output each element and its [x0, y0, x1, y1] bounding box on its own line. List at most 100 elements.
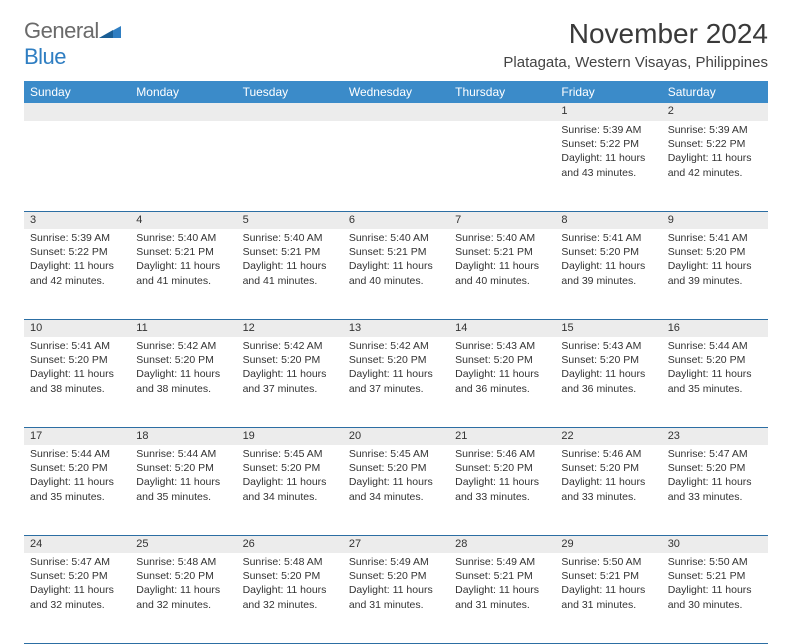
day-cell-body: Sunrise: 5:45 AMSunset: 5:20 PMDaylight:…: [343, 445, 449, 508]
day-header-row: Sunday Monday Tuesday Wednesday Thursday…: [24, 81, 768, 103]
sunset-text: Sunset: 5:20 PM: [136, 353, 230, 367]
daynum-row: 17181920212223: [24, 427, 768, 445]
daylight-text: Daylight: 11 hours and 39 minutes.: [561, 259, 655, 287]
week-row: Sunrise: 5:47 AMSunset: 5:20 PMDaylight:…: [24, 553, 768, 643]
sunrise-text: Sunrise: 5:40 AM: [243, 231, 337, 245]
day-cell-body: Sunrise: 5:44 AMSunset: 5:20 PMDaylight:…: [130, 445, 236, 508]
day-cell-body: [130, 121, 236, 127]
sunset-text: Sunset: 5:20 PM: [30, 569, 124, 583]
logo-triangle-icon: [99, 18, 121, 44]
daylight-text: Daylight: 11 hours and 32 minutes.: [30, 583, 124, 611]
sunset-text: Sunset: 5:20 PM: [668, 353, 762, 367]
brand-name-b: Blue: [24, 44, 66, 69]
day-cell-body: Sunrise: 5:41 AMSunset: 5:20 PMDaylight:…: [24, 337, 130, 400]
day-cell: Sunrise: 5:41 AMSunset: 5:20 PMDaylight:…: [24, 337, 130, 427]
sunset-text: Sunset: 5:20 PM: [561, 245, 655, 259]
sunset-text: Sunset: 5:21 PM: [668, 569, 762, 583]
daynum-row: 3456789: [24, 211, 768, 229]
month-title: November 2024: [503, 18, 768, 50]
day-number: [237, 103, 343, 121]
sunrise-text: Sunrise: 5:40 AM: [455, 231, 549, 245]
day-cell: Sunrise: 5:49 AMSunset: 5:21 PMDaylight:…: [449, 553, 555, 643]
sunrise-text: Sunrise: 5:43 AM: [561, 339, 655, 353]
day-cell-body: Sunrise: 5:41 AMSunset: 5:20 PMDaylight:…: [555, 229, 661, 292]
day-cell-body: Sunrise: 5:39 AMSunset: 5:22 PMDaylight:…: [662, 121, 768, 184]
daylight-text: Daylight: 11 hours and 43 minutes.: [561, 151, 655, 179]
sunrise-text: Sunrise: 5:48 AM: [136, 555, 230, 569]
day-cell-body: Sunrise: 5:46 AMSunset: 5:20 PMDaylight:…: [449, 445, 555, 508]
day-number: 21: [449, 427, 555, 445]
day-cell: Sunrise: 5:39 AMSunset: 5:22 PMDaylight:…: [24, 229, 130, 319]
day-cell: [343, 121, 449, 211]
day-number: [343, 103, 449, 121]
sunset-text: Sunset: 5:22 PM: [668, 137, 762, 151]
sunrise-text: Sunrise: 5:42 AM: [349, 339, 443, 353]
day-cell-body: Sunrise: 5:50 AMSunset: 5:21 PMDaylight:…: [662, 553, 768, 616]
day-number: 23: [662, 427, 768, 445]
day-number: 17: [24, 427, 130, 445]
day-cell: Sunrise: 5:46 AMSunset: 5:20 PMDaylight:…: [449, 445, 555, 535]
sunset-text: Sunset: 5:20 PM: [136, 461, 230, 475]
day-cell-body: Sunrise: 5:47 AMSunset: 5:20 PMDaylight:…: [662, 445, 768, 508]
day-cell: Sunrise: 5:42 AMSunset: 5:20 PMDaylight:…: [237, 337, 343, 427]
day-number: 2: [662, 103, 768, 121]
sunset-text: Sunset: 5:20 PM: [30, 461, 124, 475]
sunrise-text: Sunrise: 5:39 AM: [561, 123, 655, 137]
daylight-text: Daylight: 11 hours and 36 minutes.: [561, 367, 655, 395]
daylight-text: Daylight: 11 hours and 37 minutes.: [243, 367, 337, 395]
day-cell: Sunrise: 5:39 AMSunset: 5:22 PMDaylight:…: [662, 121, 768, 211]
daylight-text: Daylight: 11 hours and 38 minutes.: [30, 367, 124, 395]
day-cell: Sunrise: 5:47 AMSunset: 5:20 PMDaylight:…: [24, 553, 130, 643]
day-cell-body: Sunrise: 5:42 AMSunset: 5:20 PMDaylight:…: [343, 337, 449, 400]
day-cell-body: [237, 121, 343, 127]
day-cell-body: Sunrise: 5:47 AMSunset: 5:20 PMDaylight:…: [24, 553, 130, 616]
day-number: 6: [343, 211, 449, 229]
day-cell-body: Sunrise: 5:43 AMSunset: 5:20 PMDaylight:…: [555, 337, 661, 400]
daylight-text: Daylight: 11 hours and 34 minutes.: [243, 475, 337, 503]
sunrise-text: Sunrise: 5:42 AM: [243, 339, 337, 353]
daylight-text: Daylight: 11 hours and 35 minutes.: [668, 367, 762, 395]
day-cell-body: Sunrise: 5:43 AMSunset: 5:20 PMDaylight:…: [449, 337, 555, 400]
day-cell-body: Sunrise: 5:42 AMSunset: 5:20 PMDaylight:…: [130, 337, 236, 400]
sunset-text: Sunset: 5:21 PM: [136, 245, 230, 259]
sunrise-text: Sunrise: 5:42 AM: [136, 339, 230, 353]
day-number: 24: [24, 535, 130, 553]
daylight-text: Daylight: 11 hours and 41 minutes.: [136, 259, 230, 287]
day-cell-body: Sunrise: 5:48 AMSunset: 5:20 PMDaylight:…: [130, 553, 236, 616]
sunset-text: Sunset: 5:20 PM: [349, 353, 443, 367]
day-cell-body: Sunrise: 5:40 AMSunset: 5:21 PMDaylight:…: [449, 229, 555, 292]
day-cell: Sunrise: 5:48 AMSunset: 5:20 PMDaylight:…: [237, 553, 343, 643]
day-number: 15: [555, 319, 661, 337]
day-cell: Sunrise: 5:40 AMSunset: 5:21 PMDaylight:…: [449, 229, 555, 319]
header-row: GeneralBlue November 2024 Platagata, Wes…: [24, 18, 768, 71]
day-cell: Sunrise: 5:47 AMSunset: 5:20 PMDaylight:…: [662, 445, 768, 535]
daylight-text: Daylight: 11 hours and 31 minutes.: [561, 583, 655, 611]
day-header: Friday: [555, 81, 661, 103]
day-number: [130, 103, 236, 121]
day-cell-body: Sunrise: 5:44 AMSunset: 5:20 PMDaylight:…: [662, 337, 768, 400]
daylight-text: Daylight: 11 hours and 30 minutes.: [668, 583, 762, 611]
day-cell: Sunrise: 5:40 AMSunset: 5:21 PMDaylight:…: [343, 229, 449, 319]
day-cell: Sunrise: 5:49 AMSunset: 5:20 PMDaylight:…: [343, 553, 449, 643]
day-cell-body: Sunrise: 5:40 AMSunset: 5:21 PMDaylight:…: [130, 229, 236, 292]
sunrise-text: Sunrise: 5:45 AM: [349, 447, 443, 461]
sunrise-text: Sunrise: 5:50 AM: [561, 555, 655, 569]
week-row: Sunrise: 5:39 AM Sunset: 5:22 PM Daylight:…: [24, 121, 768, 211]
day-cell: [449, 121, 555, 211]
day-header: Thursday: [449, 81, 555, 103]
brand-name-a: General: [24, 18, 99, 43]
day-cell-body: Sunrise: 5:46 AMSunset: 5:20 PMDaylight:…: [555, 445, 661, 508]
sunrise-text: Sunrise: 5:41 AM: [668, 231, 762, 245]
sunset-text: Sunset: 5:20 PM: [30, 353, 124, 367]
day-number: 1: [555, 103, 661, 121]
day-number: 29: [555, 535, 661, 553]
day-number: 4: [130, 211, 236, 229]
day-cell: Sunrise: 5:40 AMSunset: 5:21 PMDaylight:…: [237, 229, 343, 319]
sunset-text: Sunset: 5:20 PM: [561, 353, 655, 367]
sunrise-text: Sunrise: 5:41 AM: [561, 231, 655, 245]
sunrise-text: Sunrise: 5:40 AM: [349, 231, 443, 245]
day-cell-body: [24, 121, 130, 127]
day-cell-body: Sunrise: 5:44 AMSunset: 5:20 PMDaylight:…: [24, 445, 130, 508]
daylight-text: Daylight: 11 hours and 35 minutes.: [30, 475, 124, 503]
sunrise-text: Sunrise: 5:44 AM: [668, 339, 762, 353]
